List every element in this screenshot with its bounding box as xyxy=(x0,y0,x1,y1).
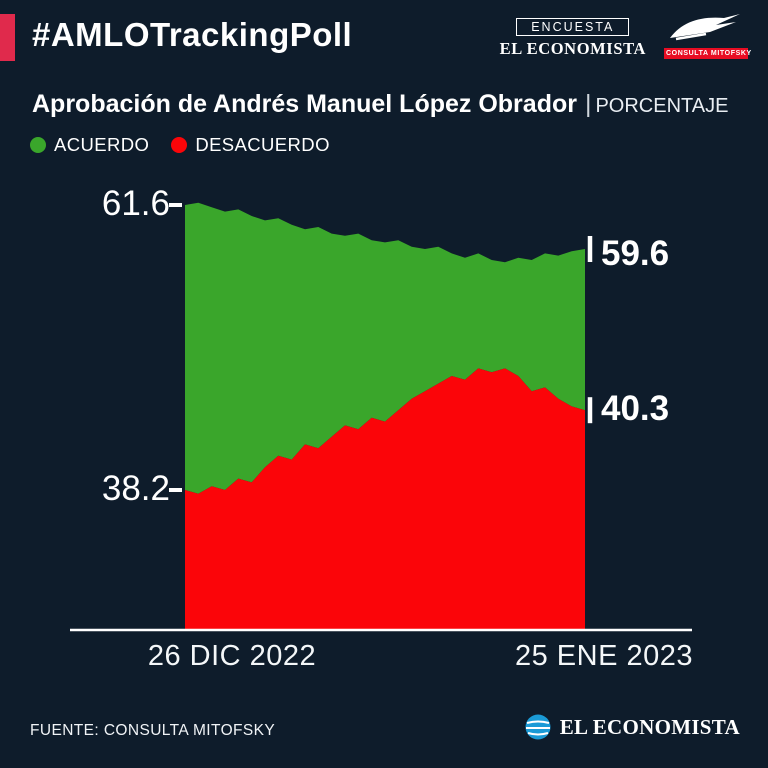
x-axis-end-label: 25 ENE 2023 xyxy=(514,640,693,672)
legend-label-desacuerdo: DESACUERDO xyxy=(195,134,330,155)
el-economista-footer-text: EL ECONOMISTA xyxy=(559,714,740,739)
desacuerdo-dot-icon xyxy=(171,137,188,153)
area-chart xyxy=(70,202,692,632)
el-economista-footer-logo: EL ECONOMISTA xyxy=(525,714,740,740)
consulta-mitofsky-logo: CONSULTA MITOFSKY xyxy=(664,12,752,59)
source-note: FUENTE: CONSULTA MITOFSKY xyxy=(30,722,276,739)
el-economista-header-logo: EL ECONOMISTA xyxy=(499,39,646,58)
desacuerdo-end-value: 40.3 xyxy=(601,389,670,428)
mitofsky-swoosh-icon xyxy=(670,14,740,41)
chart-title: Aprobación de Andrés Manuel López Obrado… xyxy=(32,90,728,119)
legend: ACUERDO DESACUERDO xyxy=(30,134,330,156)
legend-item-acuerdo: ACUERDO xyxy=(30,134,149,156)
page-title: #AMLOTrackingPoll xyxy=(32,16,353,53)
desacuerdo-start-value: 38.2 xyxy=(101,469,170,508)
legend-item-desacuerdo: DESACUERDO xyxy=(171,134,330,156)
encuesta-brand-block: ENCUESTA EL ECONOMISTA xyxy=(500,18,646,59)
acuerdo-start-value: 61.6 xyxy=(101,184,170,223)
x-axis-start-label: 26 DIC 2022 xyxy=(147,640,317,672)
acuerdo-end-value: 59.6 xyxy=(601,234,670,273)
acuerdo-dot-icon xyxy=(30,137,46,153)
chart-title-main: Aprobación de Andrés Manuel López Obrado… xyxy=(32,90,577,118)
legend-label-acuerdo: ACUERDO xyxy=(54,134,150,155)
el-economista-globe-icon xyxy=(525,714,551,740)
chart-unit-label: PORCENTAJE xyxy=(595,95,729,117)
encuesta-label: ENCUESTA xyxy=(516,18,630,36)
mitofsky-label: CONSULTA MITOFSKY xyxy=(664,48,752,59)
accent-bar xyxy=(0,14,15,61)
title-separator: | xyxy=(584,90,592,118)
